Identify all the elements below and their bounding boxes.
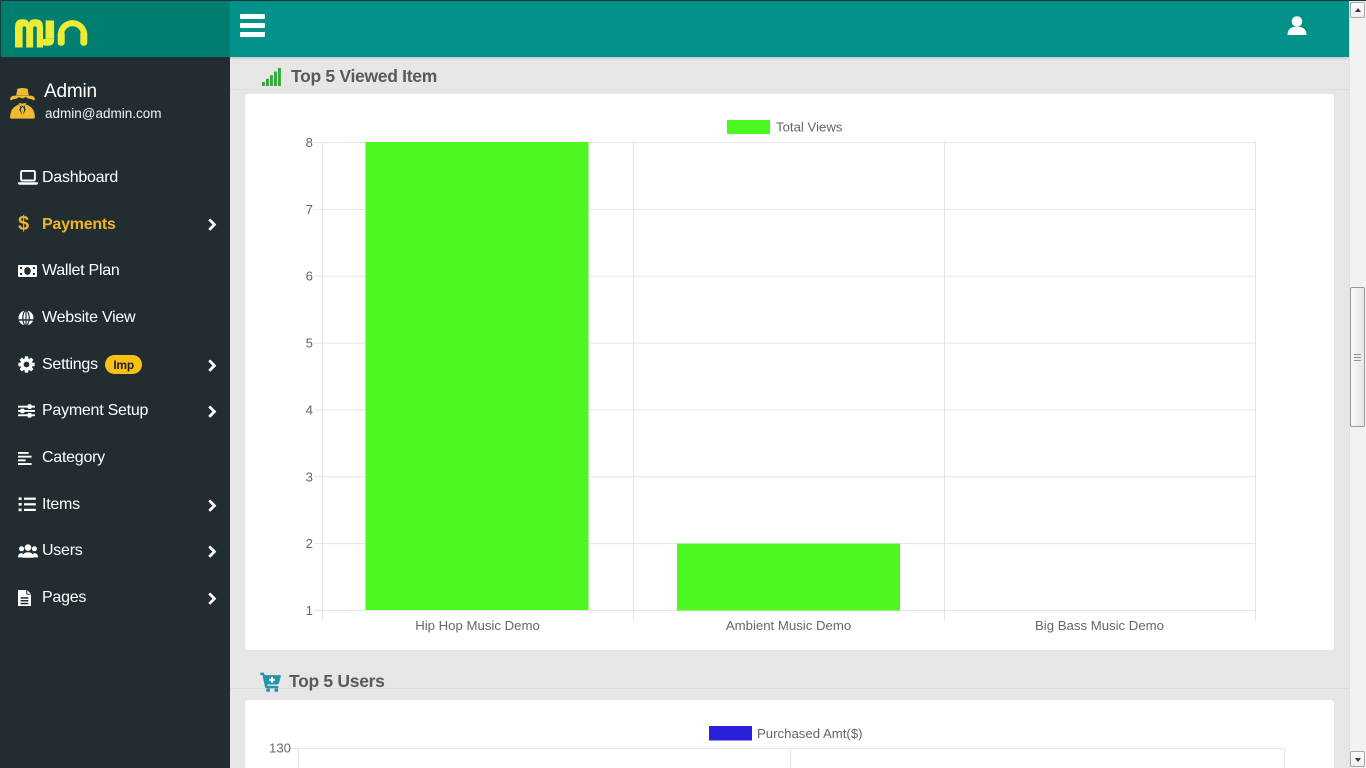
svg-text:3: 3	[306, 469, 313, 484]
svg-text:7: 7	[306, 202, 313, 217]
svg-text:6: 6	[306, 269, 313, 284]
svg-text:Purchased Amt($): Purchased Amt($)	[757, 726, 863, 741]
svg-text:8: 8	[306, 135, 313, 150]
svg-text:2: 2	[306, 536, 313, 551]
svg-text:1: 1	[306, 603, 313, 618]
svg-text:4: 4	[306, 402, 313, 417]
svg-text:Big Bass Music Demo: Big Bass Music Demo	[1035, 618, 1164, 633]
svg-text:Hip Hop Music Demo: Hip Hop Music Demo	[415, 618, 540, 633]
svg-text:Ambient Music Demo: Ambient Music Demo	[726, 618, 851, 633]
svg-text:5: 5	[306, 336, 313, 351]
svg-text:Total Views: Total Views	[776, 120, 843, 135]
svg-text:130: 130	[269, 741, 291, 756]
